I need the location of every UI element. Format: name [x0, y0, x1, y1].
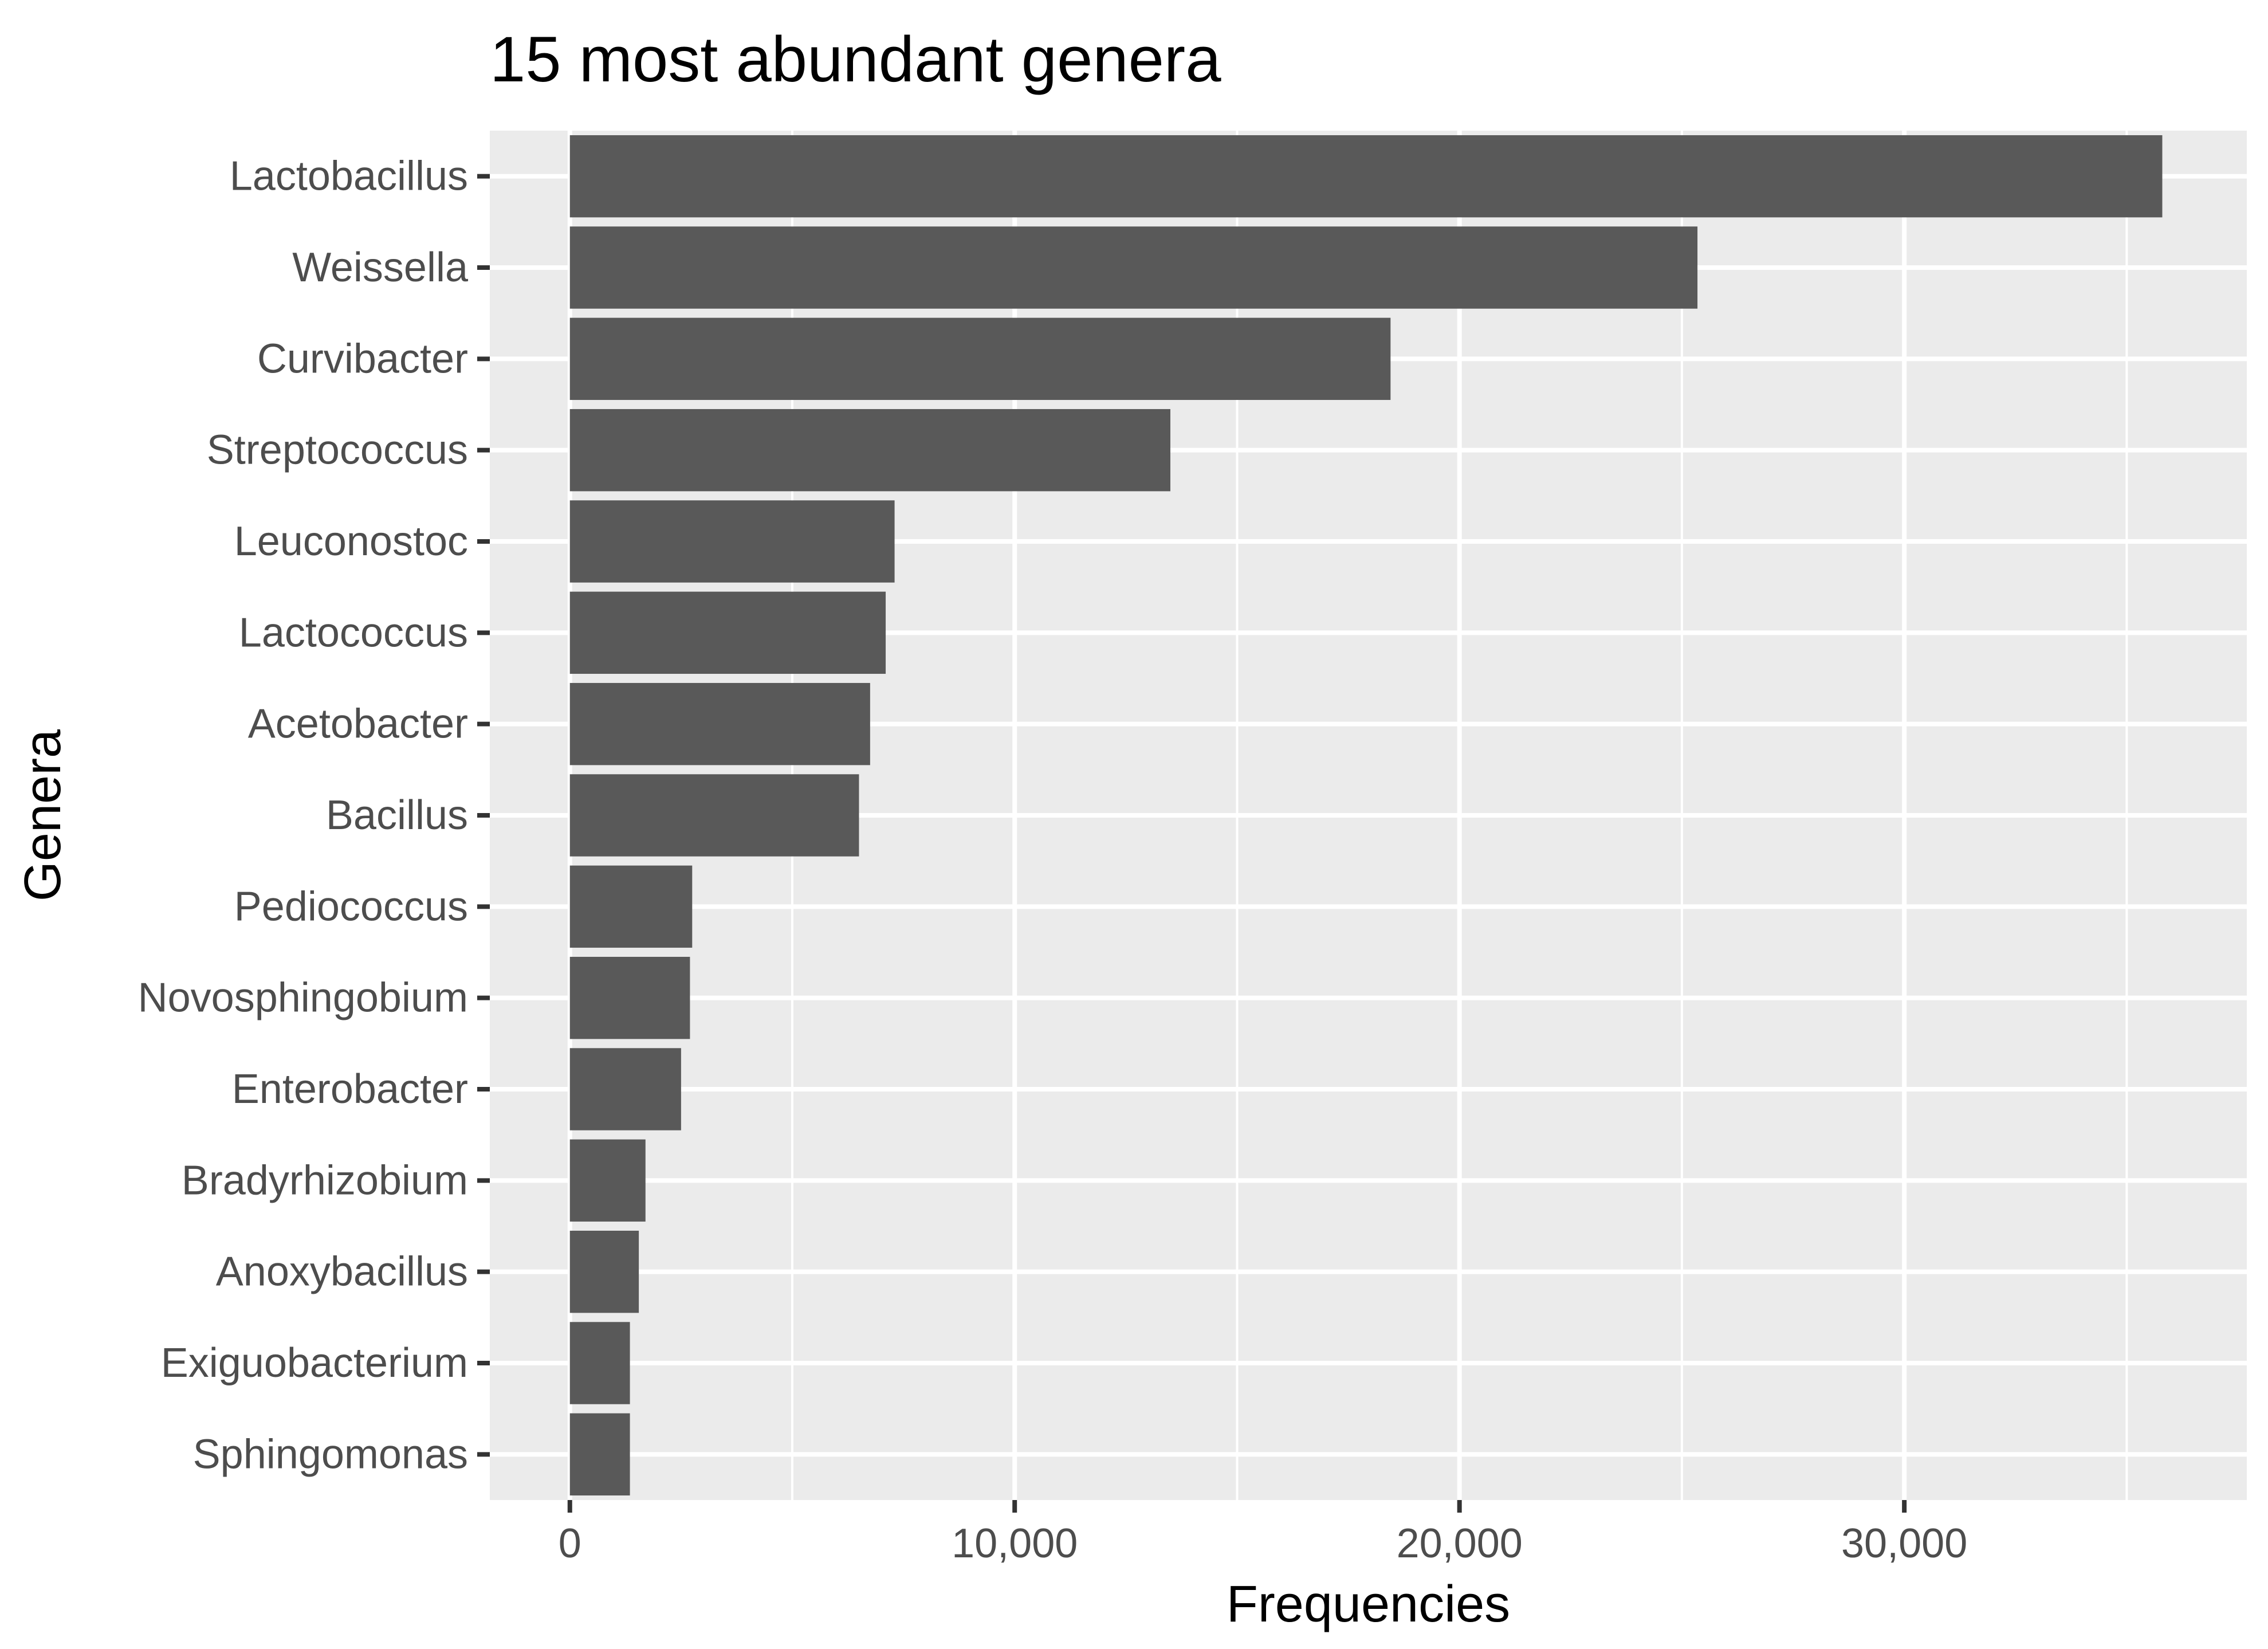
bar — [569, 956, 690, 1039]
bar — [569, 1230, 639, 1313]
y-tick-label: Pediococcus — [234, 884, 468, 929]
x-tick-label: 20,000 — [1397, 1521, 1523, 1566]
x-tick-label: 10,000 — [952, 1521, 1078, 1566]
y-tick-label: Sphingomonas — [193, 1431, 468, 1477]
bar — [569, 1048, 681, 1130]
y-axis: Lactobacillus Weissella Curvibacter Strepto… — [138, 154, 490, 1477]
bar — [569, 1413, 630, 1496]
y-tick-label: Anoxybacillus — [216, 1249, 468, 1295]
y-tick-label: Enterobacter — [232, 1066, 468, 1112]
y-tick-label: Bacillus — [326, 792, 468, 838]
y-tick-label: Acetobacter — [248, 701, 468, 747]
chart-title: 15 most abundant genera — [490, 23, 1221, 95]
x-tick-label: 30,000 — [1841, 1521, 1967, 1566]
bar — [569, 1322, 630, 1404]
bar — [569, 500, 895, 583]
bar — [569, 135, 2163, 218]
y-tick-label: Weissella — [292, 245, 469, 290]
y-tick-label: Curvibacter — [257, 336, 468, 382]
y-tick-label: Exiguobacterium — [161, 1340, 468, 1386]
y-tick-label: Leuconostoc — [234, 519, 468, 564]
x-axis-title: Frequencies — [1227, 1576, 1510, 1633]
x-tick-label: 0 — [559, 1521, 581, 1566]
x-axis: 0 10,000 20,000 30,000 — [559, 1500, 1967, 1566]
y-tick-label: Lactobacillus — [230, 154, 468, 199]
y-tick-label: Streptococcus — [207, 427, 468, 473]
bar — [569, 317, 1391, 401]
y-axis-title: Genera — [14, 729, 72, 901]
bars — [569, 135, 2163, 1496]
y-tick-label: Novosphingobium — [138, 975, 468, 1021]
bar — [569, 409, 1170, 492]
bar — [569, 774, 859, 857]
y-tick-label: Lactococcus — [239, 610, 468, 655]
bar — [569, 226, 1698, 309]
bar — [569, 865, 693, 948]
bar — [569, 1139, 646, 1222]
y-tick-label: Bradyrhizobium — [182, 1157, 468, 1203]
bar — [569, 591, 886, 674]
bar — [569, 682, 870, 765]
